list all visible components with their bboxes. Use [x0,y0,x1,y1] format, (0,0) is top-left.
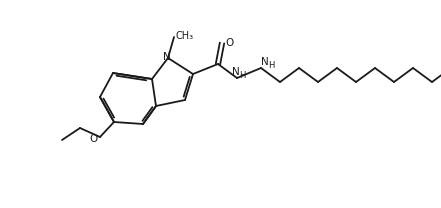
Text: N: N [163,52,171,62]
Text: O: O [90,134,98,144]
Text: H: H [239,72,245,80]
Text: N: N [232,67,240,77]
Text: O: O [225,38,233,48]
Text: CH₃: CH₃ [175,31,193,41]
Text: N: N [261,57,269,67]
Text: H: H [268,62,274,71]
